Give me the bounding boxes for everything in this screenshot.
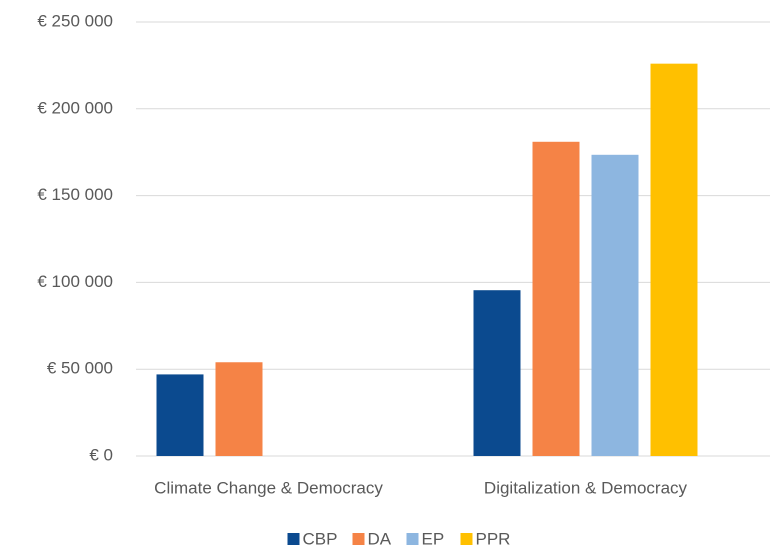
bar <box>591 154 639 456</box>
legend-label: PPR <box>476 529 511 548</box>
y-tick-label: € 250 000 <box>37 11 113 30</box>
x-tick-label: Climate Change & Democracy <box>154 478 383 497</box>
legend-swatch <box>460 533 473 545</box>
legend-swatch <box>287 533 300 545</box>
y-tick-label: € 200 000 <box>37 98 113 117</box>
y-tick-label: € 150 000 <box>37 185 113 204</box>
bar <box>473 290 521 456</box>
legend-swatch <box>352 533 365 545</box>
legend-label: CBP <box>303 529 338 548</box>
bar <box>156 374 204 456</box>
y-tick-label: € 0 <box>89 445 113 464</box>
bar <box>532 141 580 456</box>
legend-swatch <box>406 533 419 545</box>
bar <box>215 362 263 456</box>
legend-label: EP <box>422 529 445 548</box>
bar <box>650 63 698 456</box>
x-tick-label: Digitalization & Democracy <box>484 478 688 497</box>
y-tick-label: € 50 000 <box>47 359 113 378</box>
y-tick-label: € 100 000 <box>37 272 113 291</box>
legend-label: DA <box>368 529 392 548</box>
